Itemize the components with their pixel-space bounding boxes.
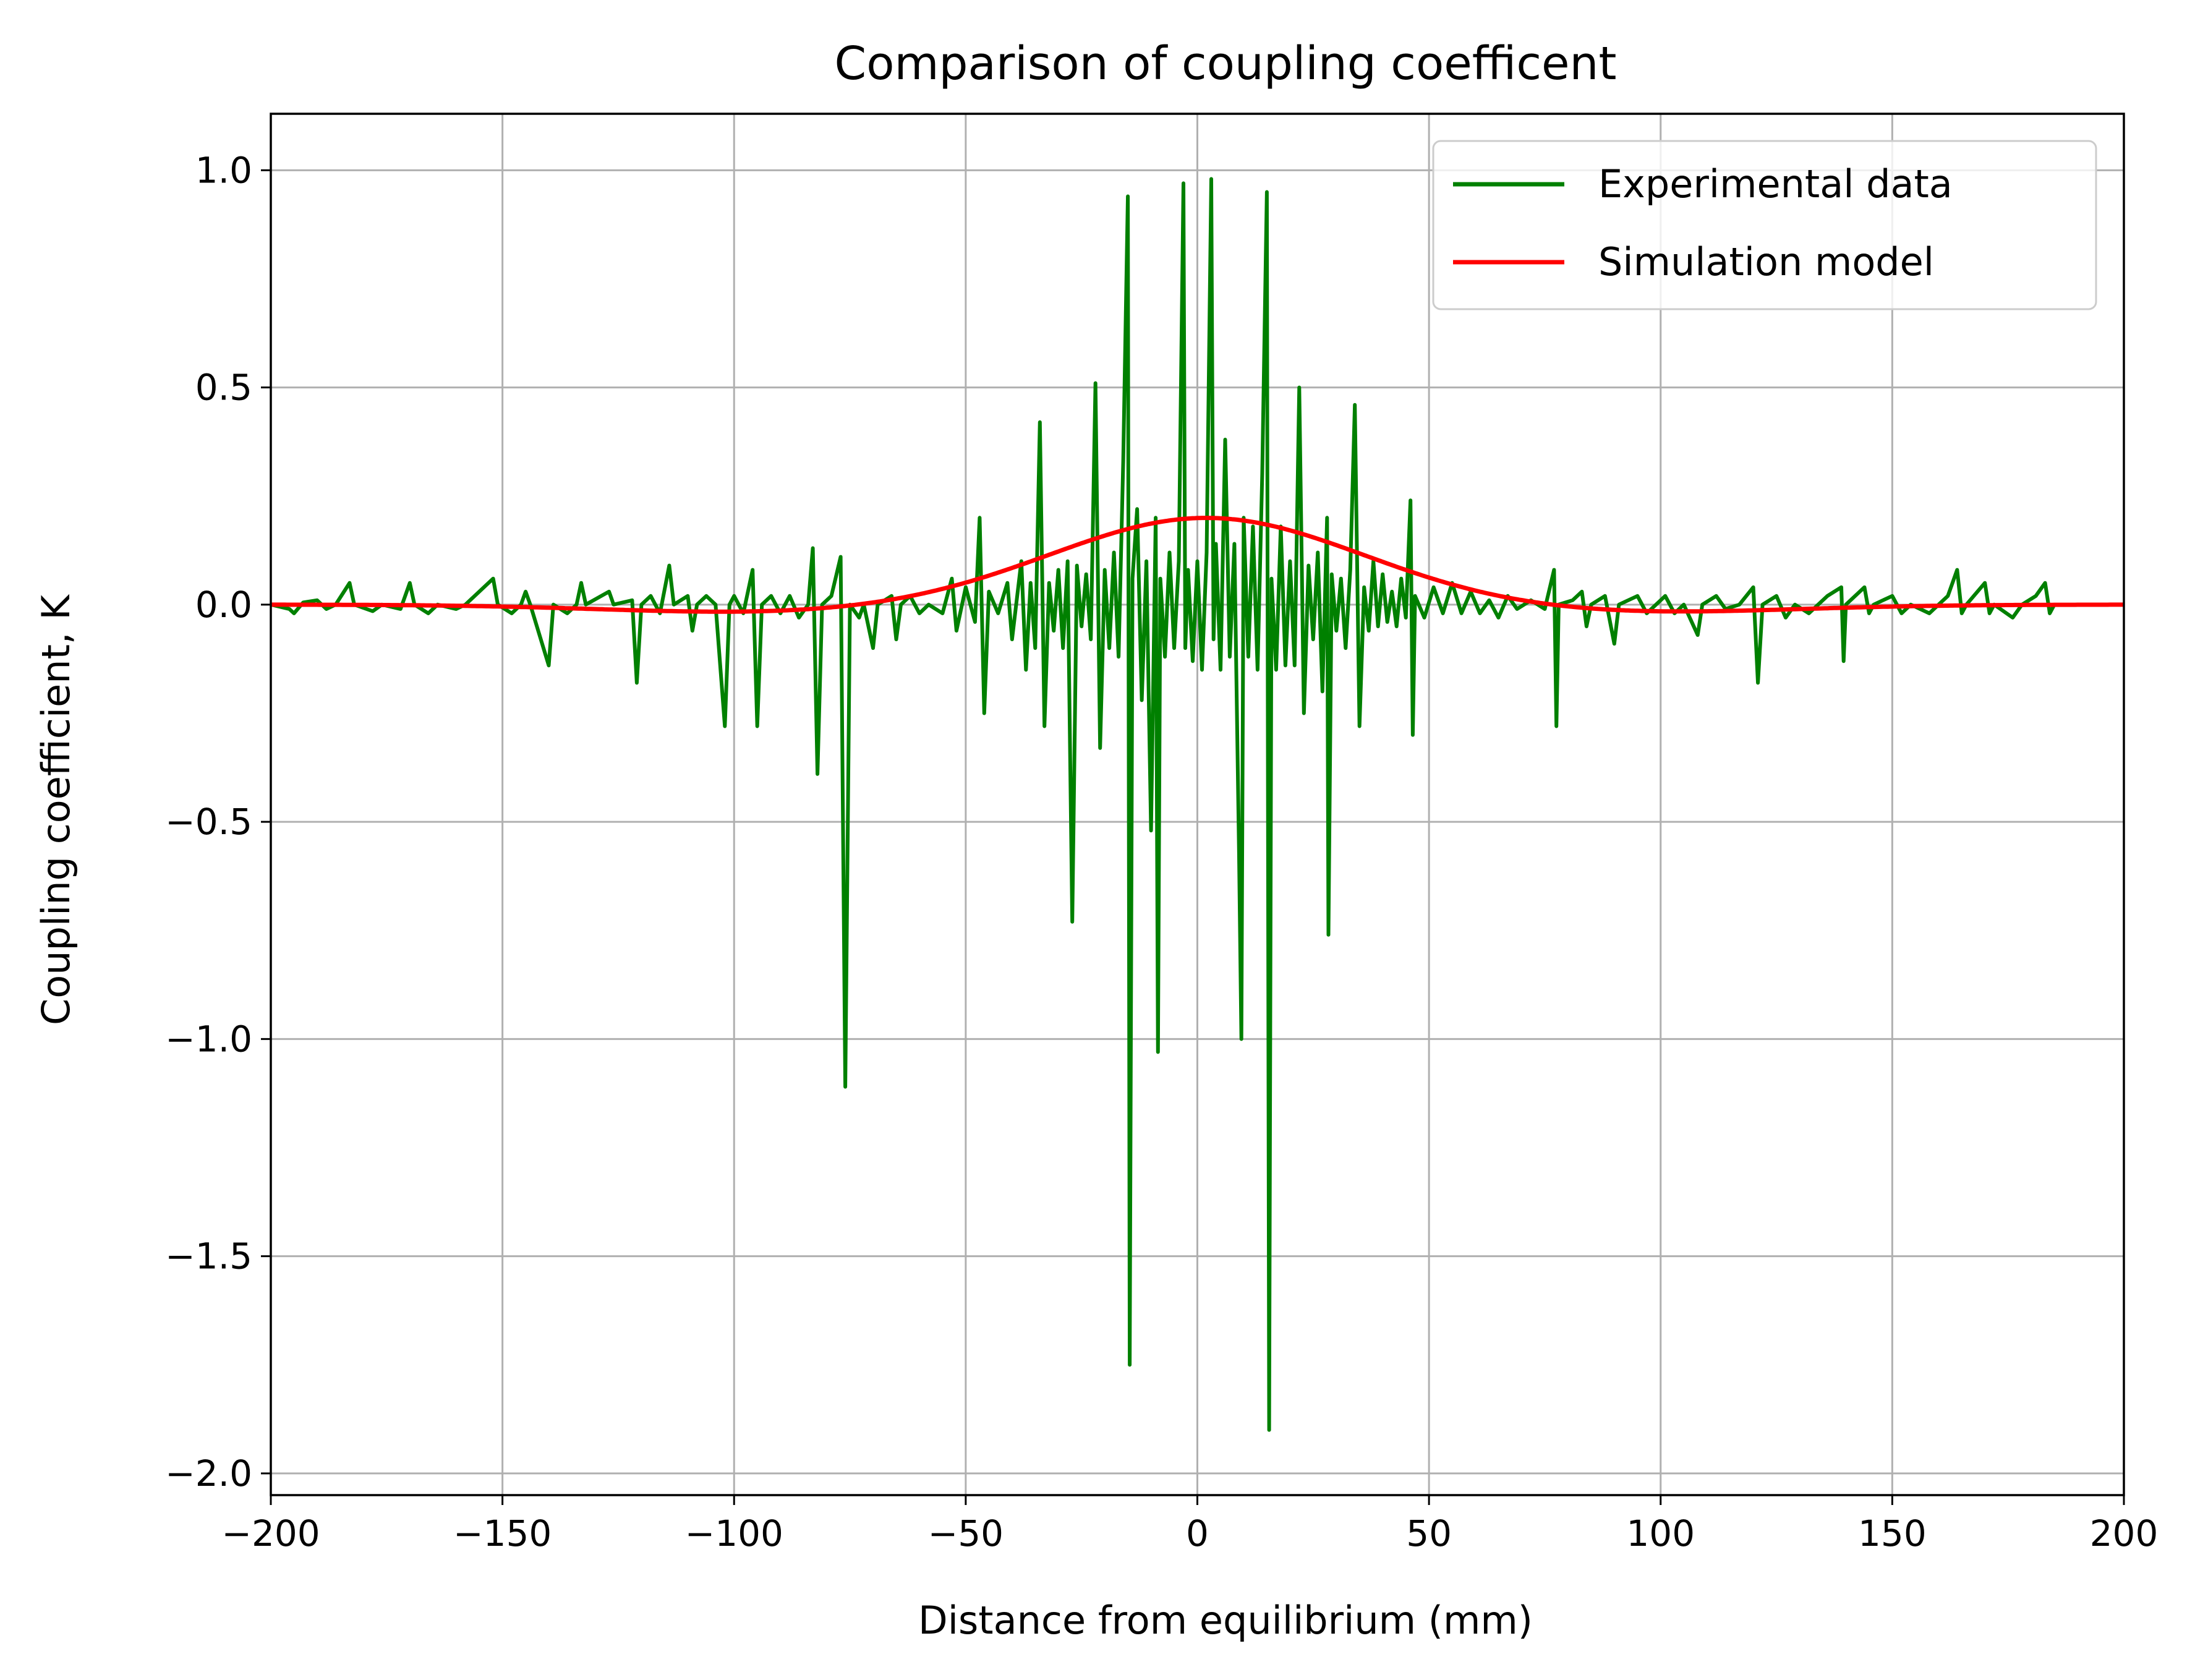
x-tick-label: −200: [221, 1512, 320, 1554]
x-tick-label: 150: [1858, 1512, 1927, 1554]
series-simulation-line: [271, 516, 2124, 614]
y-tick-label: 1.0: [195, 149, 252, 191]
legend: Experimental data Simulation model: [1432, 140, 2097, 310]
y-axis: 1.0 0.5 0.0 −0.5 −1.0 −1.5 −2.0: [165, 149, 271, 1495]
x-tick-label: 0: [1186, 1512, 1209, 1554]
x-tick-label: −100: [685, 1512, 783, 1554]
chart-title: Comparison of coupling coefficent: [835, 37, 1617, 90]
y-tick-label: 0.0: [195, 584, 252, 626]
legend-label-experimental: Experimental data: [1598, 161, 1953, 207]
legend-box: [1432, 140, 2097, 310]
y-axis-label: Coupling coefficient, K: [33, 594, 79, 1025]
y-tick-label: −2.0: [165, 1452, 252, 1495]
legend-label-simulation: Simulation model: [1598, 239, 1934, 284]
x-tick-label: −150: [453, 1512, 552, 1554]
x-tick-label: 50: [1406, 1512, 1452, 1554]
y-tick-label: −1.0: [165, 1018, 252, 1060]
series-layer: [271, 177, 2124, 1432]
x-axis-label: Distance from equilibrium (mm): [918, 1598, 1533, 1643]
x-tick-label: 100: [1626, 1512, 1695, 1554]
x-tick-label: −50: [928, 1512, 1004, 1554]
x-tick-label: 200: [2090, 1512, 2159, 1554]
x-axis: −200 −150 −100 −50 0 50 100 150 200: [221, 1495, 2158, 1554]
y-tick-label: −1.5: [165, 1235, 252, 1277]
y-tick-label: −0.5: [165, 801, 252, 843]
y-tick-label: 0.5: [195, 367, 252, 409]
